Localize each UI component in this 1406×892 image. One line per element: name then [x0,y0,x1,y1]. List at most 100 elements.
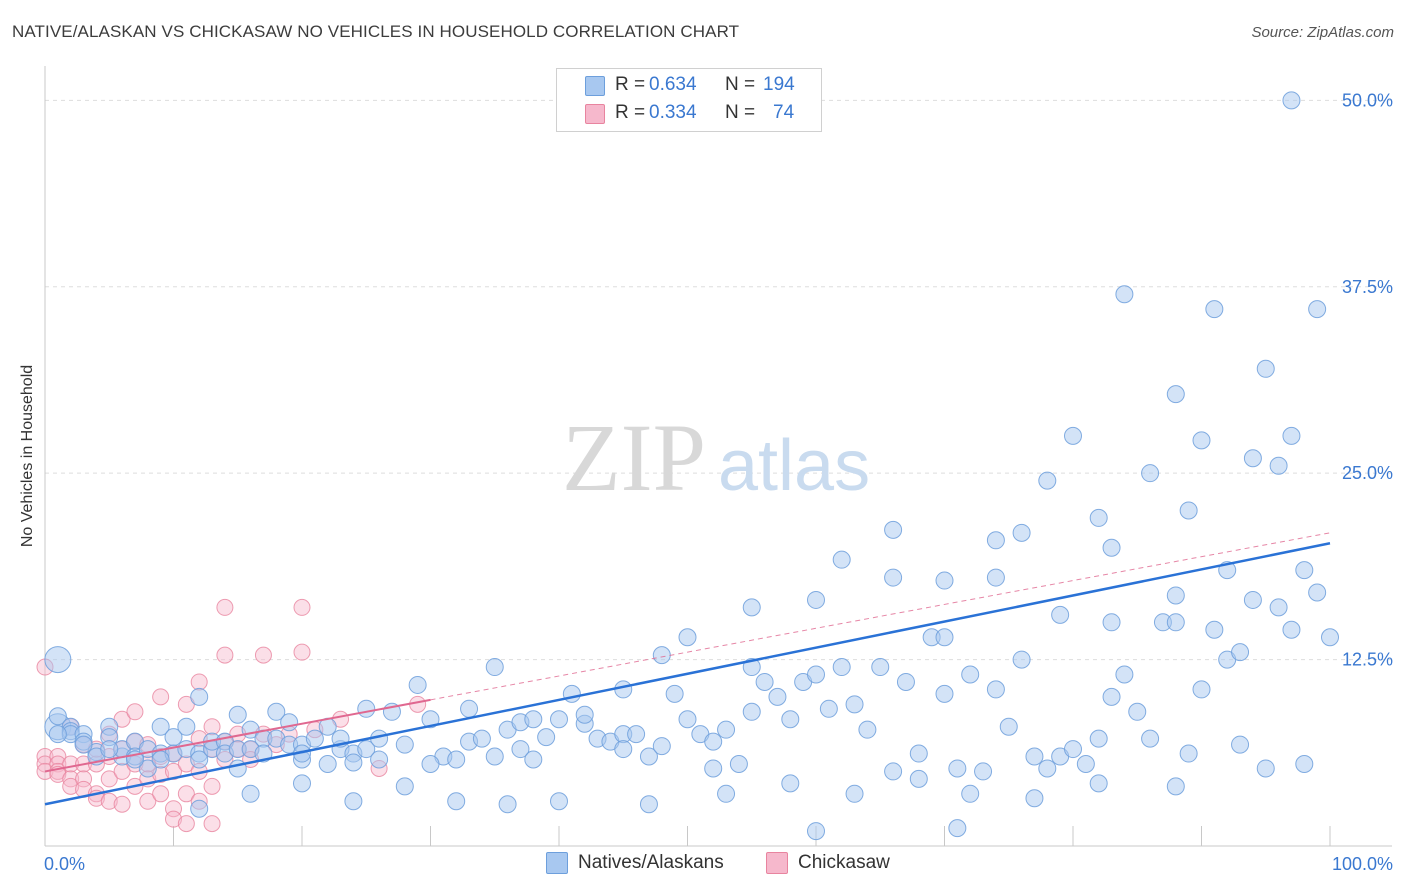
natives-alaskans-point [717,720,736,739]
chickasaw-point [203,777,221,795]
natives-alaskans-point [652,646,671,665]
natives-alaskans-point [1269,598,1288,617]
natives-alaskans-point [1102,538,1121,557]
natives-alaskans-point [1141,729,1160,748]
natives-alaskans-point [729,754,748,773]
natives-alaskans-point [344,792,363,811]
chickasaw-point [177,815,195,833]
natives-alaskans-point [1282,426,1301,445]
natives-alaskans-point [935,684,954,703]
natives-alaskans-point [639,795,658,814]
legend-r-label-2: R = [615,102,646,123]
natives-alaskans-point [1256,359,1275,378]
natives-alaskans-point [1205,300,1224,319]
chickasaw-point [36,748,54,766]
natives-alaskans-point [1115,665,1134,684]
natives-alaskans-point [1205,620,1224,639]
natives-alaskans-point [768,687,787,706]
natives-alaskans-point [1051,605,1070,624]
natives-alaskans-point [421,754,440,773]
natives-alaskans-point [1256,759,1275,778]
natives-alaskans-point [1192,431,1211,450]
legend-n-label-1: N = [725,74,756,95]
natives-alaskans-point [884,520,903,539]
natives-alaskans-point [986,531,1005,550]
natives-alaskans-point [1102,613,1121,632]
natives-alaskans-point [293,774,311,793]
natives-alaskans-point [228,759,247,778]
natives-alaskans-point [1166,613,1185,632]
natives-alaskans-point [845,695,864,714]
natives-alaskans-point [1038,471,1057,490]
natives-alaskans-point [1089,508,1108,527]
source-label: Source: ZipAtlas.com [1251,24,1394,41]
natives-alaskans-point [832,658,851,677]
natives-alaskans-point [562,684,581,703]
natives-alaskans-point [845,784,864,803]
natives-alaskans-points [44,91,1339,841]
natives-alaskans-point [550,792,568,811]
x-tick-label: 100.0% [1332,854,1393,874]
chickasaw-point [100,770,118,788]
natives-alaskans-point [1166,777,1185,796]
watermark: ZIP atlas [562,404,870,511]
natives-alaskans-point [665,684,684,703]
y-tick-label: 12.5% [1342,650,1393,670]
natives-alaskans-point [909,769,928,788]
natives-alaskans-point [974,762,993,781]
natives-alaskans-point [935,628,954,647]
chickasaw-point [165,810,182,828]
chickasaw-point [126,703,144,721]
chickasaw-point [113,795,131,813]
natives-alaskans-point [498,795,517,814]
natives-alaskans-point [190,750,209,769]
natives-alaskans-point [447,792,466,811]
natives-alaskans-point [190,799,209,818]
natives-alaskans-point [961,784,980,803]
chickasaw-point [100,792,118,810]
chickasaw-point [152,688,170,706]
natives-alaskans-point [228,705,247,724]
natives-alaskans-point [48,707,67,726]
chickasaw-point [293,643,311,661]
natives-alaskans-point [357,699,376,718]
natives-alaskans-point [1064,740,1082,759]
natives-alaskans-point [781,710,800,729]
chickasaw-point [409,695,427,713]
legend-swatch-natives-alaskans [585,76,605,96]
chickasaw-point [62,777,80,795]
series-legend-chickasaw: Chickasaw [766,852,890,874]
natives-alaskans-point [1179,501,1198,520]
chickasaw-point [49,748,67,766]
natives-alaskans-point [151,750,170,769]
natives-alaskans-point [1243,449,1262,468]
chickasaw-point [177,785,195,803]
natives-alaskans-point [370,750,389,769]
chickasaw-point [216,598,234,616]
natives-alaskans-point [1166,586,1185,605]
natives-alaskans-point [357,740,376,759]
natives-alaskans-point [948,819,967,838]
natives-alaskans-point [550,710,568,729]
series-label-chickasaw: Chickasaw [798,852,890,873]
natives-alaskans-point [678,710,697,729]
natives-alaskans-point [421,710,440,729]
natives-alaskans-point [48,725,67,744]
natives-alaskans-point [344,753,363,772]
natives-alaskans-point [485,747,504,766]
natives-alaskans-point [1231,643,1250,662]
natives-alaskans-point [267,702,286,721]
natives-alaskans-point [704,732,723,751]
x-tick-label: 0.0% [44,854,85,874]
natives-alaskans-point [807,590,825,609]
natives-alaskans-point [537,728,556,747]
natives-alaskans-point [524,750,543,769]
natives-alaskans-point [704,759,723,778]
natives-alaskans-point [614,740,633,759]
natives-alaskans-point [1243,590,1262,609]
natives-alaskans-point [1064,426,1082,445]
legend-n-label-2: N = [725,102,756,123]
natives-alaskans-point [986,680,1005,699]
natives-alaskans-point [1321,628,1339,647]
natives-alaskans-point [1115,285,1134,304]
